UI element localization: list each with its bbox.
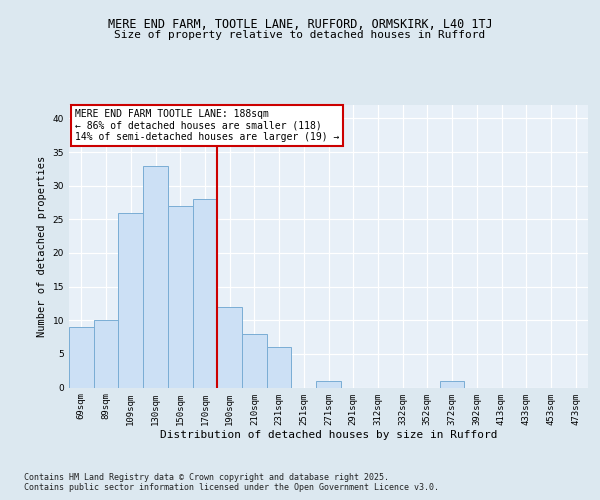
Bar: [193, 199, 217, 388]
Bar: [168, 206, 193, 388]
Bar: [118, 212, 143, 388]
Bar: [94, 320, 118, 388]
Bar: [242, 334, 267, 388]
Bar: [69, 327, 94, 388]
Text: Size of property relative to detached houses in Rufford: Size of property relative to detached ho…: [115, 30, 485, 40]
Text: Contains public sector information licensed under the Open Government Licence v3: Contains public sector information licen…: [24, 484, 439, 492]
Text: Contains HM Land Registry data © Crown copyright and database right 2025.: Contains HM Land Registry data © Crown c…: [24, 472, 389, 482]
X-axis label: Distribution of detached houses by size in Rufford: Distribution of detached houses by size …: [160, 430, 497, 440]
Y-axis label: Number of detached properties: Number of detached properties: [37, 156, 47, 337]
Bar: [440, 381, 464, 388]
Bar: [267, 347, 292, 388]
Bar: [217, 307, 242, 388]
Bar: [316, 381, 341, 388]
Text: MERE END FARM, TOOTLE LANE, RUFFORD, ORMSKIRK, L40 1TJ: MERE END FARM, TOOTLE LANE, RUFFORD, ORM…: [107, 18, 493, 30]
Text: MERE END FARM TOOTLE LANE: 188sqm
← 86% of detached houses are smaller (118)
14%: MERE END FARM TOOTLE LANE: 188sqm ← 86% …: [74, 109, 339, 142]
Bar: [143, 166, 168, 388]
